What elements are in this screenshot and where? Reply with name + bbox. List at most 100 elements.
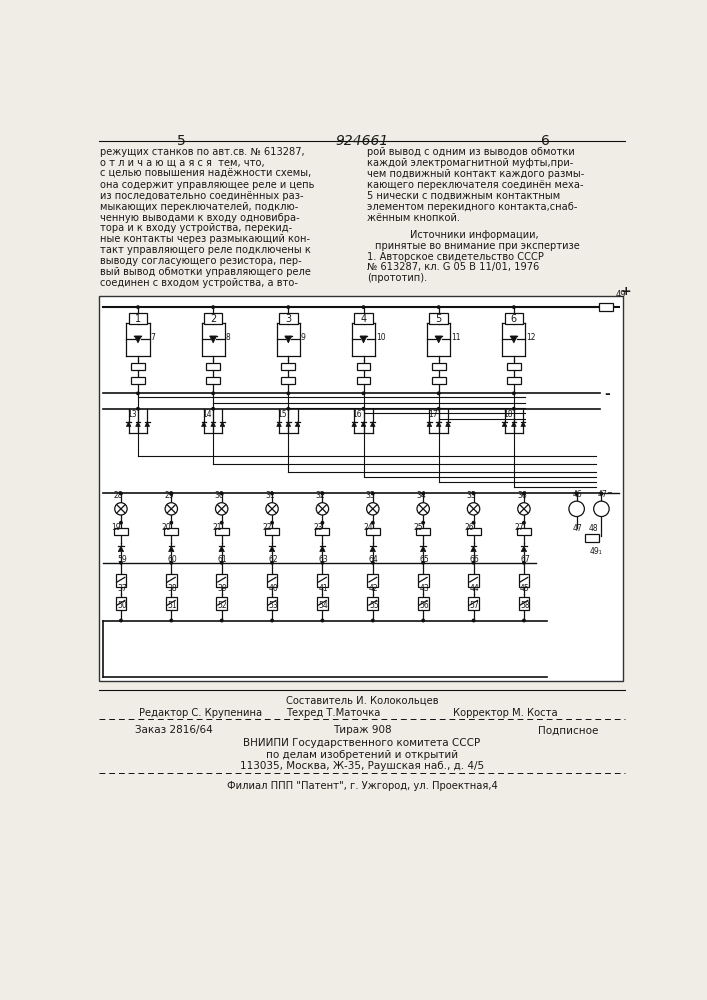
- Circle shape: [512, 391, 516, 395]
- Polygon shape: [320, 546, 325, 552]
- Circle shape: [361, 407, 366, 411]
- Bar: [216, 597, 227, 610]
- Circle shape: [266, 503, 279, 515]
- Circle shape: [594, 501, 609, 517]
- Circle shape: [270, 521, 274, 525]
- Bar: [418, 574, 428, 587]
- Text: 33: 33: [366, 491, 375, 500]
- Circle shape: [522, 521, 526, 525]
- Text: 21: 21: [212, 523, 222, 532]
- Circle shape: [467, 503, 480, 515]
- Text: ВНИИПИ Государственного комитета СССР: ВНИИПИ Государственного комитета СССР: [243, 738, 481, 748]
- Polygon shape: [118, 546, 124, 552]
- Bar: [599, 303, 613, 311]
- Circle shape: [165, 503, 177, 515]
- Bar: [354, 313, 373, 324]
- Text: режущих станков по авт.св. № 613287,: режущих станков по авт.св. № 613287,: [100, 147, 305, 157]
- Text: такт управляющего реле подключены к: такт управляющего реле подключены к: [100, 245, 311, 255]
- Text: 62: 62: [268, 555, 278, 564]
- Text: 36: 36: [517, 491, 527, 500]
- Text: -: -: [606, 486, 612, 500]
- Bar: [518, 597, 530, 610]
- Bar: [368, 597, 378, 610]
- Text: Редактор С. Крупенина: Редактор С. Крупенина: [139, 708, 262, 718]
- Polygon shape: [445, 422, 450, 426]
- Text: (прототип).: (прототип).: [368, 273, 428, 283]
- Bar: [432, 377, 445, 384]
- Circle shape: [522, 619, 526, 622]
- Text: она содержит управляющее реле и цепь: она содержит управляющее реле и цепь: [100, 180, 315, 190]
- Text: 67: 67: [520, 555, 530, 564]
- Text: соединен с входом устройства, а вто-: соединен с входом устройства, а вто-: [100, 278, 298, 288]
- Text: тора и к входу устройства, перекид-: тора и к входу устройства, перекид-: [100, 223, 292, 233]
- Text: 6: 6: [541, 134, 550, 148]
- Circle shape: [522, 561, 526, 565]
- Text: элементом перекидного контакта,снаб-: элементом перекидного контакта,снаб-: [368, 202, 578, 212]
- Circle shape: [211, 407, 215, 411]
- Polygon shape: [360, 336, 367, 343]
- Polygon shape: [421, 546, 426, 552]
- Circle shape: [211, 391, 215, 395]
- Bar: [356, 377, 370, 384]
- Circle shape: [220, 492, 223, 495]
- Bar: [507, 377, 521, 384]
- Text: 60: 60: [168, 555, 177, 564]
- Text: 28: 28: [114, 491, 124, 500]
- Text: 22: 22: [263, 523, 272, 532]
- Bar: [317, 574, 328, 587]
- Text: 43: 43: [419, 584, 429, 593]
- Polygon shape: [134, 336, 141, 343]
- Circle shape: [522, 492, 526, 495]
- Bar: [279, 313, 298, 324]
- Text: 39: 39: [218, 584, 228, 593]
- Bar: [164, 528, 178, 535]
- Bar: [368, 574, 378, 587]
- Text: 924661: 924661: [335, 134, 389, 148]
- Polygon shape: [512, 422, 516, 426]
- Bar: [315, 528, 329, 535]
- Text: 2: 2: [210, 314, 216, 324]
- Bar: [432, 363, 445, 370]
- Polygon shape: [211, 422, 216, 426]
- Text: 65: 65: [419, 555, 429, 564]
- Text: Подписное: Подписное: [538, 725, 598, 735]
- Text: Составитель И. Колокольцев: Составитель И. Колокольцев: [286, 696, 438, 706]
- Bar: [507, 363, 521, 370]
- Circle shape: [136, 391, 140, 395]
- Text: 32: 32: [315, 491, 325, 500]
- Circle shape: [270, 561, 274, 565]
- Circle shape: [472, 492, 476, 495]
- Text: по делам изобретений и открытий: по делам изобретений и открытий: [266, 750, 458, 760]
- Bar: [215, 528, 228, 535]
- Text: 42: 42: [369, 584, 378, 593]
- Polygon shape: [296, 422, 300, 426]
- Text: каждой электромагнитной муфты,при-: каждой электромагнитной муфты,при-: [368, 158, 574, 168]
- Bar: [166, 597, 177, 610]
- Text: 3: 3: [285, 314, 291, 324]
- Text: 51: 51: [168, 601, 177, 610]
- Circle shape: [286, 391, 291, 395]
- Text: 29: 29: [164, 491, 174, 500]
- Circle shape: [518, 503, 530, 515]
- Text: 47: 47: [573, 524, 583, 533]
- Text: 55: 55: [369, 601, 379, 610]
- Text: 40: 40: [268, 584, 278, 593]
- Text: 31: 31: [265, 491, 275, 500]
- Text: 13: 13: [127, 410, 136, 419]
- Text: ные контакты через размыкающий кон-: ные контакты через размыкающий кон-: [100, 234, 310, 244]
- Text: -: -: [604, 387, 609, 401]
- Circle shape: [119, 521, 123, 525]
- Bar: [366, 528, 380, 535]
- Text: 5: 5: [177, 134, 186, 148]
- Bar: [206, 377, 220, 384]
- Text: 1. Авторское свидетельство СССР: 1. Авторское свидетельство СССР: [368, 252, 544, 262]
- Text: 11: 11: [451, 333, 460, 342]
- Circle shape: [371, 561, 375, 565]
- Polygon shape: [210, 336, 216, 343]
- Bar: [517, 528, 531, 535]
- Circle shape: [512, 407, 516, 411]
- Circle shape: [220, 561, 223, 565]
- Bar: [129, 313, 147, 324]
- Circle shape: [575, 492, 578, 495]
- Circle shape: [367, 503, 379, 515]
